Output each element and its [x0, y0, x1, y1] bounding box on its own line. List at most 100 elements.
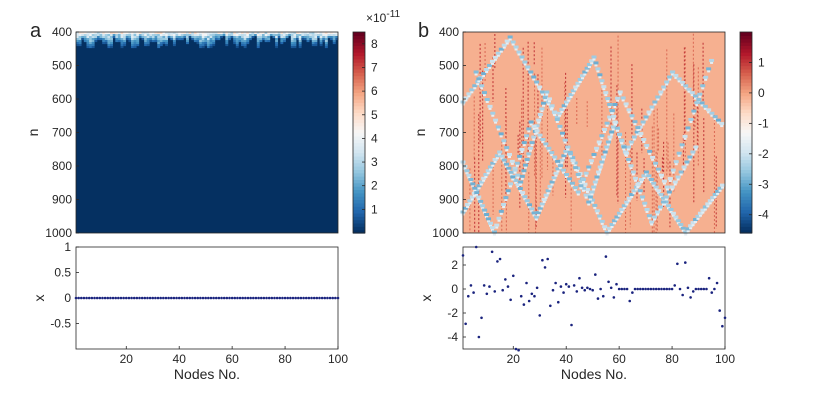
heatmap-cell [144, 42, 148, 45]
data-point [570, 323, 573, 327]
heatmap-front [605, 97, 611, 101]
data-point [551, 288, 555, 292]
heatmap-front [524, 166, 528, 169]
heatmap-front [612, 222, 616, 225]
heatmap-cell [104, 34, 108, 37]
heatmap-front [528, 149, 532, 152]
heatmap-front [592, 203, 598, 207]
heatmap-cell [91, 42, 95, 45]
heatmap-front [464, 99, 468, 102]
heatmap-front [707, 70, 711, 73]
heatmap-front [497, 150, 503, 154]
heatmap-front [538, 209, 542, 212]
heatmap-cell [115, 34, 119, 37]
heatmap-front [496, 128, 500, 131]
heatmap-front [592, 156, 596, 158]
data-point [496, 260, 499, 263]
heatmap-cell [86, 42, 90, 45]
heatmap-cell [151, 34, 155, 37]
heatmap-front [561, 154, 567, 158]
heatmap-front [609, 223, 615, 226]
heatmap-front [622, 148, 626, 151]
data-point [474, 245, 478, 249]
heatmap-front [605, 148, 609, 151]
heatmap-front [495, 157, 499, 160]
heatmap-cell [201, 34, 205, 37]
data-point [533, 294, 536, 298]
heatmap-front [613, 106, 617, 108]
heatmap-front [659, 93, 663, 96]
colorbar-swatch [740, 182, 752, 187]
data-point [106, 296, 110, 300]
heatmap-cell [204, 44, 208, 47]
heatmap-cell [159, 32, 163, 35]
heatmap-front [489, 224, 493, 227]
heatmap-front [626, 196, 632, 200]
colorbar-tick-label: -4 [758, 208, 769, 222]
heatmap-front [520, 191, 526, 195]
colorbar-swatch [740, 122, 752, 127]
heatmap-cell [180, 32, 184, 35]
colorbar-swatch [353, 196, 365, 201]
data-point [230, 296, 234, 300]
data-point [511, 274, 515, 278]
y-tick-label: -0.5 [50, 317, 71, 331]
data-point [464, 322, 467, 326]
heatmap-front [549, 180, 555, 184]
heatmap-front [481, 91, 487, 95]
heatmap-front [619, 208, 625, 211]
heatmap-cell [86, 34, 90, 37]
heatmap-cell [243, 32, 247, 35]
colorbar-swatch [740, 68, 752, 73]
heatmap-front [575, 190, 581, 194]
heatmap-front [494, 223, 500, 227]
colorbar-swatch [740, 95, 752, 100]
heatmap-front [548, 187, 552, 190]
heatmap-front [485, 216, 489, 218]
heatmap-front [507, 182, 513, 186]
heatmap-front [644, 143, 650, 147]
heatmap-cell [78, 32, 82, 35]
y-tick-label: 400 [52, 25, 72, 39]
colorbar-swatch [740, 142, 752, 147]
heatmap-cell [314, 40, 318, 43]
data-point [665, 287, 669, 291]
heatmap-cell [207, 44, 210, 47]
heatmap-cell [110, 38, 113, 41]
heatmap-front [700, 84, 706, 88]
scatter-frame [462, 246, 726, 350]
data-point [707, 276, 711, 280]
colorbar-swatch [740, 45, 752, 50]
data-point [644, 287, 647, 291]
heatmap-cell [165, 40, 168, 43]
data-point [488, 285, 491, 288]
colorbar-swatch [740, 52, 752, 57]
heatmap-front [488, 107, 492, 110]
heatmap-front [607, 226, 613, 230]
heatmap-front [565, 145, 571, 149]
data-point [490, 250, 494, 254]
heatmap-cell [322, 38, 326, 41]
heatmap-front [702, 104, 708, 108]
heatmap-front [485, 71, 489, 73]
heatmap-cell [282, 34, 286, 37]
heatmap-cell [209, 36, 213, 39]
heatmap-cell [207, 38, 210, 41]
heatmap-front [576, 84, 580, 87]
data-point [222, 296, 226, 300]
heatmap-cell [233, 34, 237, 37]
heatmap-cell [306, 38, 310, 41]
heatmap-front [573, 166, 579, 170]
heatmap-front [516, 50, 522, 54]
data-point [148, 296, 152, 300]
heatmap-front [599, 219, 605, 223]
heatmap-front [605, 124, 609, 127]
heatmap-front [491, 114, 495, 117]
heatmap-front [535, 211, 541, 215]
colorbar-swatch [740, 92, 752, 97]
data-point [109, 296, 112, 300]
data-point [201, 296, 205, 300]
heatmap-cell [138, 34, 142, 37]
heatmap-cell [196, 38, 200, 41]
colorbar-tick-label: -2 [758, 147, 769, 161]
